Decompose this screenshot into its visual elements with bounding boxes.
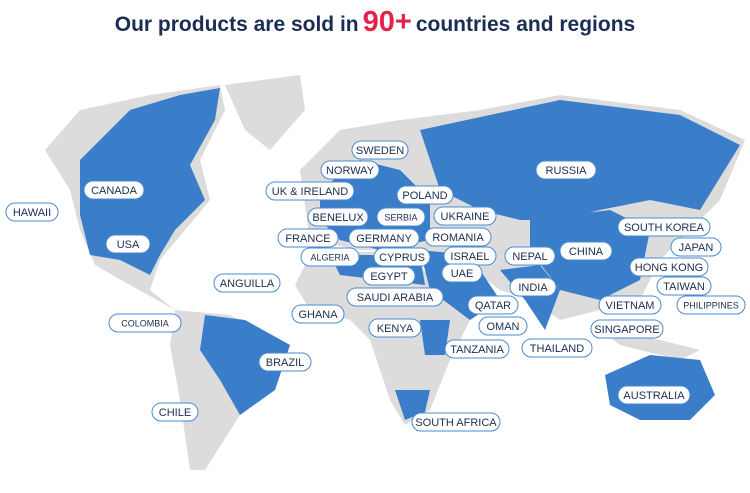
label-pill	[396, 185, 454, 205]
label-pill	[265, 181, 355, 201]
label-pill	[656, 276, 712, 296]
country-label: INDIA	[518, 282, 548, 294]
country-label: AUSTRALIA	[623, 390, 685, 402]
country-label: BRAZIL	[266, 357, 305, 369]
label-pill	[346, 287, 444, 307]
country-label: UKRAINE	[441, 211, 490, 223]
label-pill	[424, 227, 492, 247]
country-label: GHANA	[298, 309, 338, 321]
label-pill	[617, 217, 711, 237]
country-label: PHILIPPINES	[683, 300, 739, 310]
label-pill	[368, 318, 422, 338]
country-label: QATAR	[475, 300, 511, 312]
country-label: SOUTH KOREA	[624, 222, 705, 234]
country-label: THAILAND	[530, 343, 584, 355]
country-label: ROMANIA	[432, 232, 484, 244]
country-label: CYPRUS	[379, 252, 425, 264]
title-start: Our products are sold in	[114, 13, 359, 36]
label-pill	[590, 319, 664, 339]
country-label: UK & IRELAND	[272, 186, 348, 198]
label-pill	[444, 339, 510, 359]
country-label: COLOMBIA	[121, 318, 169, 328]
label-pill	[320, 160, 380, 180]
country-label: RUSSIA	[546, 165, 588, 177]
label-pill	[362, 266, 416, 286]
label-pill	[5, 202, 59, 222]
label-pill	[291, 304, 345, 324]
country-label: SAUDI ARABIA	[357, 292, 434, 304]
label-pill	[83, 180, 145, 200]
label-pill	[441, 263, 483, 283]
country-label: CHINA	[569, 246, 604, 258]
country-label: HONG KONG	[635, 262, 703, 274]
country-label: USA	[117, 239, 140, 251]
label-pill	[376, 207, 426, 227]
country-label: JAPAN	[679, 242, 714, 254]
country-label: VIETNAM	[606, 300, 655, 312]
label-pill	[213, 273, 281, 293]
country-label: EGYPT	[370, 271, 408, 283]
label-pill	[478, 316, 528, 336]
label-pill	[676, 295, 746, 315]
country-label: CHILE	[159, 407, 191, 419]
country-label: FRANCE	[285, 233, 330, 245]
label-pill	[300, 247, 360, 267]
country-label: OMAN	[487, 321, 520, 333]
label-pill	[348, 228, 420, 248]
country-label: GERMANY	[356, 233, 412, 245]
label-pill	[351, 140, 409, 160]
label-pill	[509, 277, 557, 297]
label-pill	[467, 295, 519, 315]
label-pill	[108, 313, 182, 333]
label-pill	[105, 234, 151, 254]
country-label: KENYA	[377, 323, 414, 335]
country-label: BENELUX	[312, 212, 364, 224]
country-label: ALGERIA	[310, 252, 349, 262]
label-pill	[151, 402, 199, 422]
country-label: SINGAPORE	[594, 324, 659, 336]
label-pill	[617, 385, 691, 405]
country-label: TAIWAN	[663, 281, 705, 293]
label-pill	[598, 295, 662, 315]
label-pill	[411, 412, 501, 432]
label-pill	[559, 241, 613, 261]
label-pill	[277, 228, 339, 248]
label-pill	[504, 246, 556, 266]
country-label: ISRAEL	[450, 251, 489, 263]
label-pill	[258, 352, 312, 372]
country-label: CANADA	[91, 185, 138, 197]
label-pill	[535, 160, 597, 180]
label-pill	[670, 237, 722, 257]
country-label: POLAND	[402, 190, 447, 202]
country-label: ANGUILLA	[220, 278, 275, 290]
country-label: SOUTH AFRICA	[415, 417, 497, 429]
label-pill	[433, 206, 497, 226]
country-label: SWEDEN	[356, 145, 404, 157]
country-label: TANZANIA	[450, 344, 504, 356]
label-pill	[307, 207, 369, 227]
label-pill	[629, 257, 709, 277]
title-highlight: 90+	[362, 6, 412, 38]
country-label: NEPAL	[512, 251, 547, 263]
title: Our products are sold in 90+ countries and…	[0, 6, 750, 39]
country-label: HAWAII	[13, 207, 51, 219]
country-label: NORWAY	[326, 165, 375, 177]
country-label: SERBIA	[384, 212, 417, 222]
country-label: UAE	[451, 268, 474, 280]
title-end: countries and regions	[415, 13, 636, 36]
label-pill	[521, 338, 593, 358]
label-pill	[373, 247, 431, 267]
labels: SWEDEN NORWAY UK & IRELAND POLAND BENELUX SER…	[5, 140, 746, 432]
